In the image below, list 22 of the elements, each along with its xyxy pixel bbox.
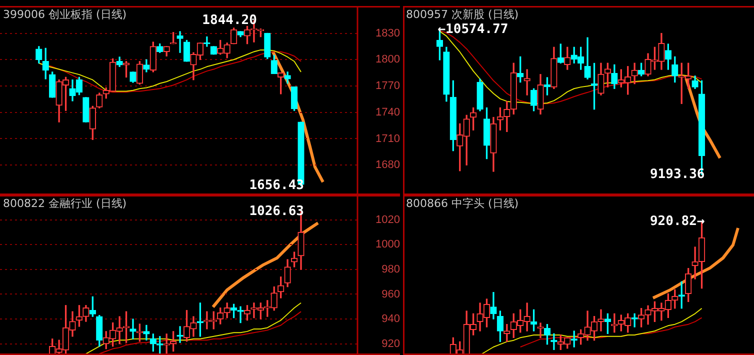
annotation: 1656.43 [249,178,304,194]
annotation: 1026.63 [249,204,304,219]
annotation: 9193.36 [650,167,705,182]
chart-title: 399006 创业板指 (日线) [3,8,127,21]
chart-title: 800957 次新股 (日线) [406,8,519,21]
annotation: ←10574.77 [438,22,508,38]
y-tick-label: 1830 [376,27,400,40]
annotation: 1844.20 [202,13,258,28]
y-tick-label: 940 [382,313,400,326]
y-tick-label: 1680 [376,159,400,172]
chart-title: 800866 中字头 (日线) [406,197,519,210]
y-tick-label: 980 [382,263,400,276]
annotation: 920.82→ [650,214,705,230]
y-tick-label: 1740 [376,106,400,118]
y-tick-label: 960 [382,288,400,300]
y-tick-label: 1000 [376,238,400,251]
y-tick-label: 1800 [376,54,400,66]
y-tick-label: 1770 [376,80,400,92]
y-tick-label: 1710 [376,132,400,145]
y-tick-label: 1020 [376,214,400,226]
chart-title: 800822 金融行业 (日线) [3,197,127,210]
y-tick-label: 920 [382,338,400,350]
